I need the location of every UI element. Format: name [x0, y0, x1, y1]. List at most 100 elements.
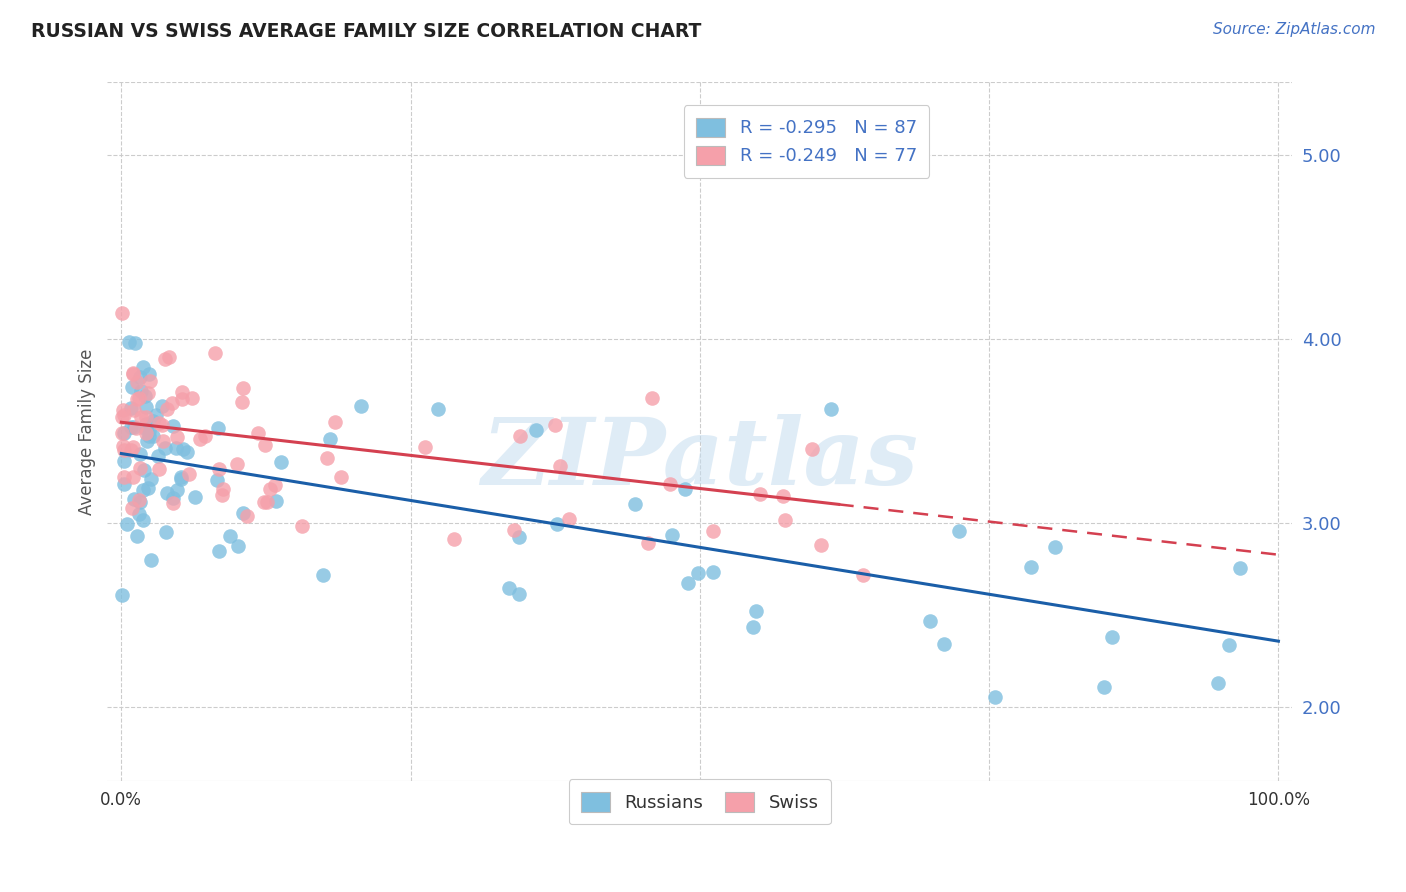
Point: [852, 567, 875, 582]
Point: [218, 529, 240, 543]
Point: [122, 367, 145, 381]
Point: [121, 500, 143, 515]
Point: [1229, 561, 1251, 575]
Point: [121, 440, 143, 454]
Point: [231, 394, 253, 409]
Point: [165, 442, 187, 456]
Point: [263, 477, 285, 491]
Text: Source: ZipAtlas.com: Source: ZipAtlas.com: [1212, 22, 1375, 37]
Point: [675, 482, 697, 496]
Point: [207, 544, 229, 558]
Point: [142, 429, 165, 443]
Point: [508, 587, 530, 601]
Point: [772, 490, 794, 504]
Point: [112, 476, 135, 491]
Point: [160, 396, 183, 410]
Point: [226, 539, 249, 553]
Point: [138, 428, 160, 442]
Point: [148, 416, 170, 430]
Point: [498, 581, 520, 595]
Point: [688, 566, 710, 580]
Point: [426, 401, 449, 416]
Point: [948, 524, 970, 538]
Point: [132, 483, 155, 498]
Point: [773, 513, 796, 527]
Point: [112, 409, 135, 423]
Point: [135, 410, 157, 425]
Point: [135, 422, 157, 436]
Point: [129, 409, 152, 424]
Point: [136, 386, 159, 401]
Point: [132, 463, 155, 477]
Point: [502, 523, 524, 537]
Point: [1101, 631, 1123, 645]
Point: [810, 539, 832, 553]
Point: [208, 462, 231, 476]
Point: [162, 491, 184, 505]
Point: [153, 441, 176, 455]
Point: [152, 434, 174, 449]
Point: [145, 408, 167, 422]
Point: [124, 420, 146, 434]
Point: [176, 445, 198, 459]
Point: [1019, 560, 1042, 574]
Point: [136, 481, 159, 495]
Point: [128, 495, 150, 509]
Point: [211, 488, 233, 502]
Y-axis label: Average Family Size: Average Family Size: [79, 348, 96, 515]
Point: [162, 495, 184, 509]
Point: [259, 482, 281, 496]
Point: [138, 425, 160, 439]
Point: [156, 486, 179, 500]
Point: [125, 375, 148, 389]
Point: [112, 442, 135, 457]
Point: [312, 568, 335, 582]
Point: [744, 605, 766, 619]
Point: [157, 350, 180, 364]
Point: [122, 469, 145, 483]
Point: [820, 401, 842, 416]
Point: [232, 506, 254, 520]
Point: [676, 575, 699, 590]
Point: [207, 421, 229, 435]
Point: [524, 423, 547, 437]
Point: [253, 438, 276, 452]
Point: [1043, 541, 1066, 555]
Point: [1206, 676, 1229, 690]
Point: [125, 529, 148, 543]
Point: [316, 451, 339, 466]
Legend: Russians, Swiss: Russians, Swiss: [568, 780, 831, 824]
Point: [204, 346, 226, 360]
Point: [166, 430, 188, 444]
Point: [550, 458, 572, 473]
Text: ZIPatlas: ZIPatlas: [481, 415, 918, 504]
Point: [120, 401, 142, 416]
Point: [111, 439, 134, 453]
Point: [801, 442, 824, 457]
Point: [641, 391, 664, 405]
Point: [543, 417, 565, 432]
Point: [150, 417, 173, 432]
Point: [156, 401, 179, 416]
Point: [702, 524, 724, 538]
Point: [246, 426, 269, 441]
Point: [124, 403, 146, 417]
Point: [129, 384, 152, 399]
Point: [180, 391, 202, 405]
Point: [124, 421, 146, 435]
Point: [166, 483, 188, 497]
Point: [153, 351, 176, 366]
Point: [179, 467, 201, 481]
Point: [141, 553, 163, 567]
Point: [624, 497, 647, 511]
Point: [142, 415, 165, 429]
Point: [211, 482, 233, 496]
Point: [141, 472, 163, 486]
Point: [128, 507, 150, 521]
Point: [162, 419, 184, 434]
Point: [172, 442, 194, 456]
Point: [188, 432, 211, 446]
Point: [111, 588, 134, 602]
Point: [120, 442, 142, 457]
Point: [318, 432, 340, 446]
